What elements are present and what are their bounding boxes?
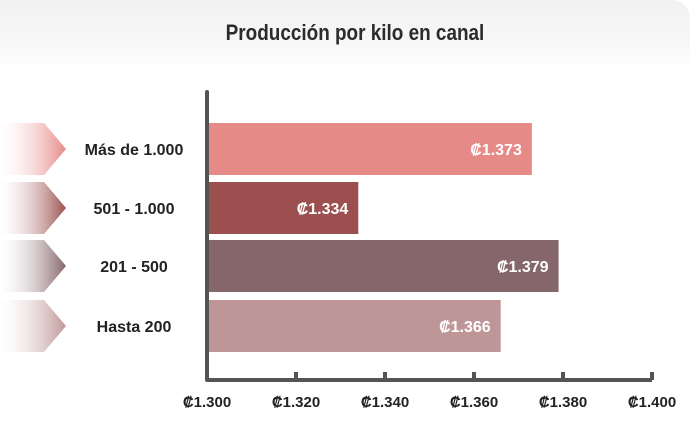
bars xyxy=(207,123,559,352)
category-label: Hasta 200 xyxy=(97,319,172,336)
bar-value-label: ₡1.373 xyxy=(470,142,522,159)
x-tick-label: ₡1.340 xyxy=(361,394,409,411)
bar xyxy=(207,240,559,292)
x-tick-label: ₡1.320 xyxy=(272,394,320,411)
category-arrow xyxy=(0,123,66,175)
category-arrow xyxy=(0,182,66,234)
chart-title: Producción por kilo en canal xyxy=(225,20,485,45)
bar-value-label: ₡1.366 xyxy=(439,319,491,336)
category-arrows xyxy=(0,123,66,352)
x-tick-label: ₡1.400 xyxy=(628,394,676,411)
category-arrow xyxy=(0,300,66,352)
bar xyxy=(207,300,501,352)
category-labels: Más de 1.000 501 - 1.000 201 - 500 Hasta 20… xyxy=(85,142,184,336)
x-tick-label: ₡1.300 xyxy=(183,394,231,411)
category-arrow xyxy=(0,240,66,292)
x-tick-label: ₡1.360 xyxy=(450,394,498,411)
bar-value-label: ₡1.334 xyxy=(297,201,349,218)
category-label: 201 - 500 xyxy=(100,259,168,276)
bar xyxy=(207,182,359,234)
category-label: 501 - 1.000 xyxy=(94,201,175,218)
header-band xyxy=(0,0,690,70)
x-axis: ₡1.300 ₡1.320 ₡1.340 ₡1.360 ₡1.380 ₡1.400 xyxy=(183,90,676,411)
category-label: Más de 1.000 xyxy=(85,142,184,159)
bar xyxy=(207,123,532,175)
bar-value-label: ₡1.379 xyxy=(497,259,549,276)
value-labels: ₡1.373 ₡1.334 ₡1.379 ₡1.366 xyxy=(297,142,549,336)
x-tick-label: ₡1.380 xyxy=(539,394,587,411)
